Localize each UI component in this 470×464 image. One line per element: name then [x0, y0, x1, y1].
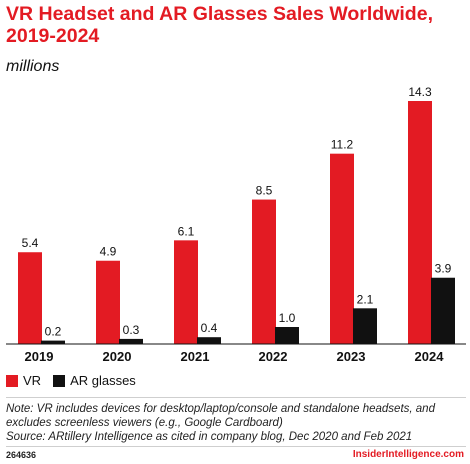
source-text: Source: ARtillery Intelligence as cited …: [6, 431, 413, 443]
data-label-ar-2022: 1.0: [279, 311, 296, 325]
bar-vr-2020: [96, 260, 120, 344]
data-label-vr-2023: 11.2: [331, 138, 354, 152]
bar-vr-2023: [330, 153, 354, 344]
x-tick-label-2019: 2019: [25, 349, 54, 364]
legend-swatch-vr: [6, 374, 18, 387]
x-tick-label-2021: 2021: [181, 349, 210, 364]
data-label-vr-2020: 4.9: [100, 245, 117, 259]
legend-label-vr: VR: [23, 373, 42, 388]
chart-code: 264636: [6, 450, 37, 460]
data-label-ar-2020: 0.3: [123, 323, 140, 337]
legend-item-vr: VR: [6, 373, 41, 388]
bar-ar-2020: [119, 338, 143, 344]
x-tick-label-2020: 2020: [103, 349, 132, 364]
divider-bottom: [6, 446, 466, 447]
data-label-ar-2021: 0.4: [201, 321, 218, 335]
data-label-vr-2021: 6.1: [178, 224, 195, 238]
legend-swatch-ar: [53, 374, 66, 387]
note-text: Note: VR includes devices for desktop/la…: [6, 403, 435, 429]
legend-label-ar: AR glasses: [70, 373, 136, 388]
data-label-ar-2019: 0.2: [45, 325, 62, 339]
divider-top: [6, 397, 466, 398]
data-label-ar-2023: 2.1: [357, 292, 374, 306]
bar-ar-2021: [197, 337, 221, 344]
bar-vr-2024: [408, 101, 432, 344]
data-label-ar-2024: 3.9: [435, 262, 452, 276]
bar-vr-2022: [252, 199, 276, 344]
data-label-vr-2024: 14.3: [408, 85, 432, 99]
bar-ar-2024: [431, 277, 455, 344]
bar-vr-2019: [18, 252, 42, 344]
x-tick-label-2022: 2022: [259, 349, 288, 364]
chart-subtitle: millions: [6, 58, 60, 75]
x-tick-label-2024: 2024: [415, 349, 445, 364]
footnote: Note: VR includes devices for desktop/la…: [6, 402, 466, 444]
data-label-vr-2019: 5.4: [22, 236, 39, 250]
chart-title: VR Headset and AR Glasses Sales Worldwid…: [6, 3, 433, 47]
data-label-vr-2022: 8.5: [256, 184, 273, 198]
bar-ar-2023: [353, 308, 377, 344]
bar-chart: 5.4 0.2 2019 4.9 0.3 2020 6.1 0.4 2021 8.5 1.0 2022…: [6, 85, 466, 364]
legend: VR AR glasses: [6, 373, 148, 388]
x-tick-label-2023: 2023: [337, 349, 366, 364]
bar-vr-2021: [174, 240, 198, 344]
brand-logo: InsiderIntelligence.com: [352, 449, 464, 460]
legend-item-ar: AR glasses: [53, 373, 136, 388]
bar-ar-2019: [41, 340, 65, 344]
bar-ar-2022: [275, 327, 299, 344]
